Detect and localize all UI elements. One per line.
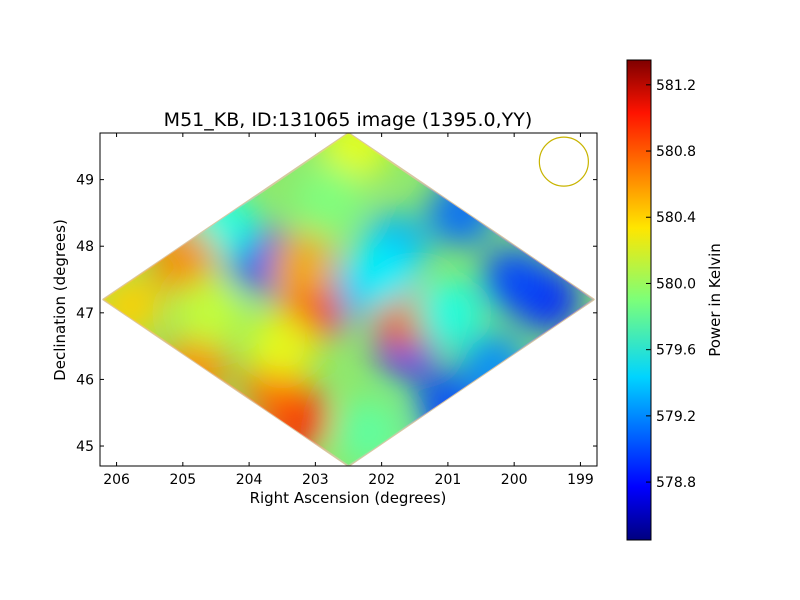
colorbar-tick-label: 579.2 [656,409,696,425]
colorbar-tick-label: 578.8 [656,475,696,491]
colorbar-ticks: 578.8 579.2 579.6 580.0 580.4 580.8 581.2 [646,78,696,491]
x-tick-label: 204 [236,472,263,488]
colorbar [626,59,652,541]
map-feature [427,178,496,247]
x-tick-label: 201 [435,472,462,488]
map-feature [268,232,337,301]
map-feature [103,272,164,341]
colorbar-tick-label: 579.6 [656,343,696,359]
y-tick-label: 45 [76,439,94,455]
y-tick-label: 49 [76,173,94,189]
map-feature [175,278,244,347]
x-tick-label: 206 [103,472,130,488]
y-tick-label: 48 [76,239,94,255]
colorbar-tick-label: 580.0 [656,276,696,292]
x-tick-label: 202 [368,472,395,488]
x-axis-label: Right Ascension (degrees) [250,489,447,507]
x-axis-ticks: 206 205 204 203 202 201 200 199 [103,133,594,488]
map-feature [480,245,549,314]
map-feature [294,165,363,234]
x-tick-label: 200 [501,472,528,488]
x-tick-label: 203 [302,472,329,488]
colorbar-tick-label: 581.2 [656,78,696,94]
colorbar-tick-label: 580.4 [656,210,696,226]
map-feature [248,312,317,381]
map-feature [460,332,529,401]
plot-frame [99,132,598,467]
chart-title: M51_KB, ID:131065 image (1395.0,YY) [164,109,533,131]
beam-circle [538,136,589,187]
colorbar-tick-label: 580.8 [656,144,696,160]
map-feature [334,398,403,466]
y-tick-label: 47 [76,306,94,322]
map-feature [321,133,390,181]
map-feature [413,278,482,347]
x-tick-label: 199 [567,472,594,488]
map-feature [347,238,416,307]
y-tick-label: 46 [76,372,94,388]
y-axis-label: Declination (degrees) [51,219,69,381]
x-tick-label: 205 [169,472,196,488]
heatmap [102,133,595,466]
colorbar-label: Power in Kelvin [706,243,724,357]
y-axis-ticks: 45 46 47 48 49 [76,173,597,455]
